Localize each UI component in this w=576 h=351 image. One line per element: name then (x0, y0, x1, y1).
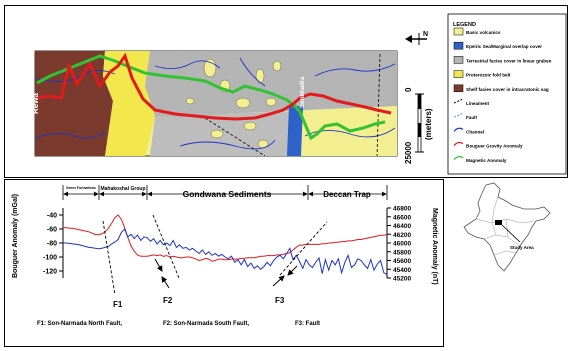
fault-label-f2: F2 (163, 296, 173, 305)
legend-item: Bouguer Gravity Anomaly (453, 141, 523, 149)
scale-bar (415, 93, 424, 153)
y2-tick-label: 46600 (393, 214, 411, 221)
legend-item-label: Basic volcanics (466, 30, 501, 35)
section-label-semri: Semri Formations (66, 186, 96, 190)
y2-tick-label: 45600 (393, 258, 411, 265)
y2-tick-label: 46000 (393, 241, 411, 248)
y-tick-label: -120 (43, 269, 57, 276)
y-tick-label: -100 (43, 255, 57, 262)
profile-panel: Semri Formations Mahakoshal Group Gondwa… (4, 179, 444, 347)
section-bars (62, 185, 388, 200)
bouguer-anomaly-series (63, 214, 388, 262)
legend-item-label: Channel (466, 129, 484, 134)
left-axis-ticks: -40 -60 -80 -100 -120 (43, 213, 63, 276)
study-area-marker (495, 220, 502, 225)
shelf-facies-region (35, 51, 113, 156)
north-label: N (423, 31, 428, 38)
y2-tick-label: 46800 (393, 206, 411, 213)
scale-value-0: 0 (404, 87, 413, 92)
legend-item-label: Bouguer Gravity Anomaly (466, 144, 523, 149)
state-boundaries (475, 196, 535, 256)
lineaments (204, 53, 381, 157)
fault-description-3: F3: Fault (295, 321, 320, 327)
legend-swatch (453, 141, 464, 146)
legend-swatch (453, 27, 464, 36)
y2-axis-label: Magnetic Anomaly (nT) (431, 208, 438, 285)
legend-title: LEGEND (453, 22, 476, 28)
fault-description-2: F2: Son-Narmada South Fault, (163, 321, 249, 327)
scale-value-1: 25000 (404, 141, 413, 164)
map-place-label-2: Sonbhadra (300, 76, 306, 108)
y-tick-label: -80 (47, 241, 57, 248)
legend-item: Lineament (453, 98, 489, 106)
india-location-map: Study Area (463, 182, 551, 272)
legend-item: Fault (453, 112, 477, 120)
legend-item: Channel (453, 127, 484, 134)
y-axis-label: Bouguer Anomaly (mGal) (12, 194, 19, 278)
section-label-gondwana: Gondwana Sediments (183, 189, 272, 199)
y2-tick-label: 46400 (393, 223, 411, 230)
map-place-label: Rewa (31, 93, 40, 114)
section-label-mahakoshal: Mahakoshal Group (100, 186, 145, 192)
anomaly-profile-chart: Semri Formations Mahakoshal Group Gondwa… (12, 185, 438, 327)
legend-item: Epeiric Sea/Marginal overlap cover (453, 41, 542, 50)
legend-swatch (453, 98, 464, 104)
legend-swatch (453, 156, 464, 161)
location-inset-panel: Study Area (448, 179, 568, 347)
y2-tick-label: 45400 (393, 267, 411, 274)
legend-swatch (453, 84, 464, 93)
fault-arrows (154, 258, 298, 289)
legend-item-label: Epeiric Sea/Marginal overlap cover (466, 44, 542, 49)
legend-item-label: Fault (466, 115, 477, 120)
legend-items: Basic volcanics Epeiric Sea/Marginal over… (453, 27, 552, 163)
y2-tick-label: 46200 (393, 232, 411, 239)
legend-swatch (453, 112, 464, 118)
north-arrow-icon (405, 33, 427, 45)
y2-tick-label: 45200 (393, 276, 411, 283)
legend-item-label: Magnetic Anomaly (466, 158, 507, 163)
legend-item: Proterozoic fold belt (453, 70, 511, 78)
legend-item: Basic volcanics (453, 27, 501, 36)
legend-item: Terrestrial facies cover in linear grabe… (453, 56, 552, 64)
geology-map-panel: Rewa Sonbhadra N 0 25000 (meters) LEGEND… (4, 5, 568, 178)
basic-volcanics-region (289, 106, 397, 156)
legend-item: Magnetic Anomaly (453, 156, 507, 163)
legend-item-label: Proterozoic fold belt (466, 73, 511, 78)
section-label-deccan: Deccan Trap (323, 190, 371, 199)
fault-label-f1: F1 (113, 300, 123, 309)
legend-swatch (453, 70, 464, 78)
geology-map: Rewa Sonbhadra N 0 25000 (meters) LEGEND… (31, 13, 567, 175)
fault-label-f3: F3 (275, 296, 285, 305)
legend-swatch (453, 41, 464, 50)
legend-item-label: Shelf facies cover in intracratonic sag (466, 87, 549, 92)
map-gravity-anomaly-line (36, 52, 392, 121)
y2-tick-label: 45800 (393, 249, 411, 256)
epeiric-sea-region (287, 106, 303, 156)
y-tick-label: -40 (47, 213, 57, 220)
series-lines (63, 214, 388, 275)
legend-item-label: Lineament (466, 101, 489, 106)
study-area-pointer (501, 224, 521, 243)
study-area-label: Study Area (510, 245, 534, 250)
proterozoic-fold-belt-region (103, 51, 155, 156)
fault-description-1: F1: Son-Narmada North Fault, (37, 321, 122, 327)
map-magnetic-anomaly-line (36, 54, 386, 141)
legend-item: Shelf facies cover in intracratonic sag (453, 84, 549, 93)
channels (34, 57, 396, 150)
legend-box (447, 13, 567, 175)
legend-item-label: Terrestrial facies cover in linear grabe… (466, 58, 552, 63)
magnetic-anomaly-series (63, 228, 388, 275)
y-tick-label: -60 (47, 227, 57, 234)
legend-swatch (453, 127, 464, 132)
fault-lines (102, 214, 328, 296)
scale-unit: (meters) (424, 108, 433, 140)
legend-swatch (453, 56, 464, 64)
